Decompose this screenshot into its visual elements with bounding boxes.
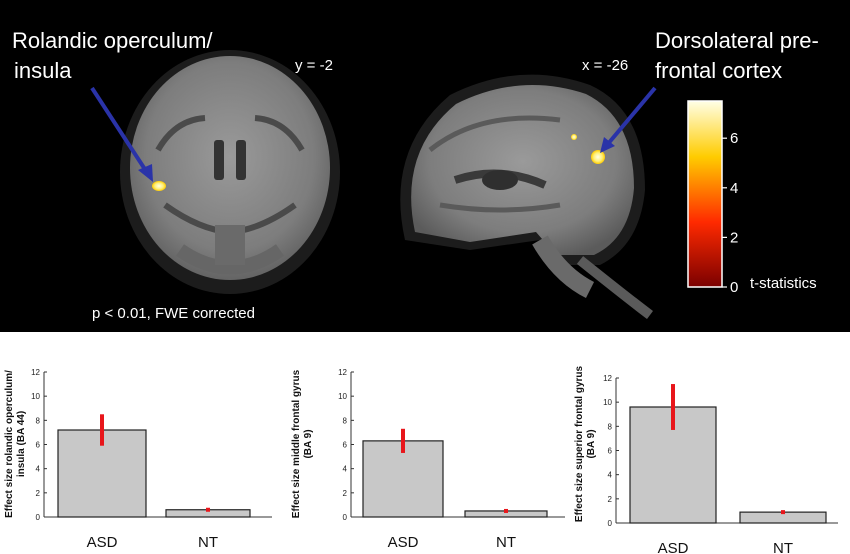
brain-figure-svg: Rolandic operculum/ insula Dorsolateral … [12, 28, 825, 322]
y-axis-label: Effect size superior frontal gyrus(BA 9) [574, 365, 597, 522]
colorbar-tick-label: 4 [730, 180, 738, 197]
y-tick-label: 4 [343, 465, 348, 474]
bar-chart-rolandic-operculum: 0 2 4 6 8 10 12 ASD NT Effect size rolandic operc… [4, 368, 272, 551]
category-label: ASD [87, 534, 118, 551]
category-label: NT [496, 534, 516, 551]
colorbar-title: t-statistics [750, 275, 817, 292]
y-tick-label: 2 [36, 489, 41, 498]
y-tick-label: 10 [338, 392, 347, 401]
y-tick-label: 10 [31, 392, 40, 401]
y-tick-label: 8 [343, 416, 348, 425]
activation-blob-insula [152, 181, 166, 191]
arrow-dlpfc [605, 86, 657, 147]
y-tick-label: 2 [608, 495, 613, 504]
y-tick-label: 8 [36, 416, 41, 425]
colorbar-tick-label: 2 [730, 229, 738, 246]
category-label: ASD [388, 534, 419, 551]
colorbar: 0 2 4 6 t-statistics [687, 100, 817, 296]
category-label: NT [773, 540, 793, 554]
arrow-insula-head [138, 164, 153, 182]
label-dorsolateral-prefrontal: Dorsolateral pre- frontal cortex [655, 28, 825, 83]
coronal-brain-slice [120, 50, 340, 294]
activation-blob-dlpfc [591, 150, 605, 164]
y-tick-label: 4 [608, 471, 613, 480]
bar-chart-middle-frontal-gyrus: 0 2 4 6 8 10 12 ASD NT Effect size middle frontal… [291, 368, 565, 551]
y-tick-label: 6 [608, 447, 613, 456]
category-label: NT [198, 534, 218, 551]
y-tick-label: 0 [608, 519, 613, 528]
brain-figure-panel: Rolandic operculum/ insula Dorsolateral … [0, 0, 850, 332]
colorbar-tick-label: 0 [730, 279, 738, 296]
activation-blob-dlpfc-small [571, 134, 577, 140]
y-axis-label: Effect size middle frontal gyrus(BA 9) [291, 369, 314, 518]
arrow-insula [90, 86, 150, 176]
y-tick-label: 10 [603, 398, 612, 407]
y-tick-label: 6 [343, 441, 348, 450]
colorbar-gradient [687, 100, 723, 288]
bar-chart-superior-frontal-gyrus: 0 2 4 6 8 10 12 ASD NT Effect size superior front… [574, 365, 838, 554]
annotation-arrows [90, 86, 657, 182]
y-tick-label: 2 [343, 489, 348, 498]
y-tick-label: 12 [603, 374, 612, 383]
y-tick-label: 4 [36, 465, 41, 474]
y-tick-label: 8 [608, 422, 613, 431]
threshold-label: p < 0.01, FWE corrected [92, 305, 255, 322]
y-axis-label: Effect size rolandic operculum/insula (B… [4, 370, 27, 518]
y-tick-label: 6 [36, 441, 41, 450]
label-rolandic-operculum: Rolandic operculum/ insula [12, 28, 219, 83]
y-tick-label: 12 [31, 368, 40, 377]
sagittal-brain-slice [400, 74, 654, 319]
category-label: ASD [658, 540, 689, 554]
bar-charts-area: 0 2 4 6 8 10 12 ASD NT Effect size rolandic operc… [0, 332, 850, 554]
coronal-coordinate: y = -2 [295, 57, 333, 74]
y-tick-label: 0 [343, 513, 348, 522]
y-tick-label: 0 [36, 513, 41, 522]
y-tick-label: 12 [338, 368, 347, 377]
sagittal-coordinate: x = -26 [582, 57, 628, 74]
bar-asd [362, 440, 444, 518]
colorbar-tick-label: 6 [730, 130, 738, 147]
arrow-dlpfc-head [600, 137, 615, 153]
